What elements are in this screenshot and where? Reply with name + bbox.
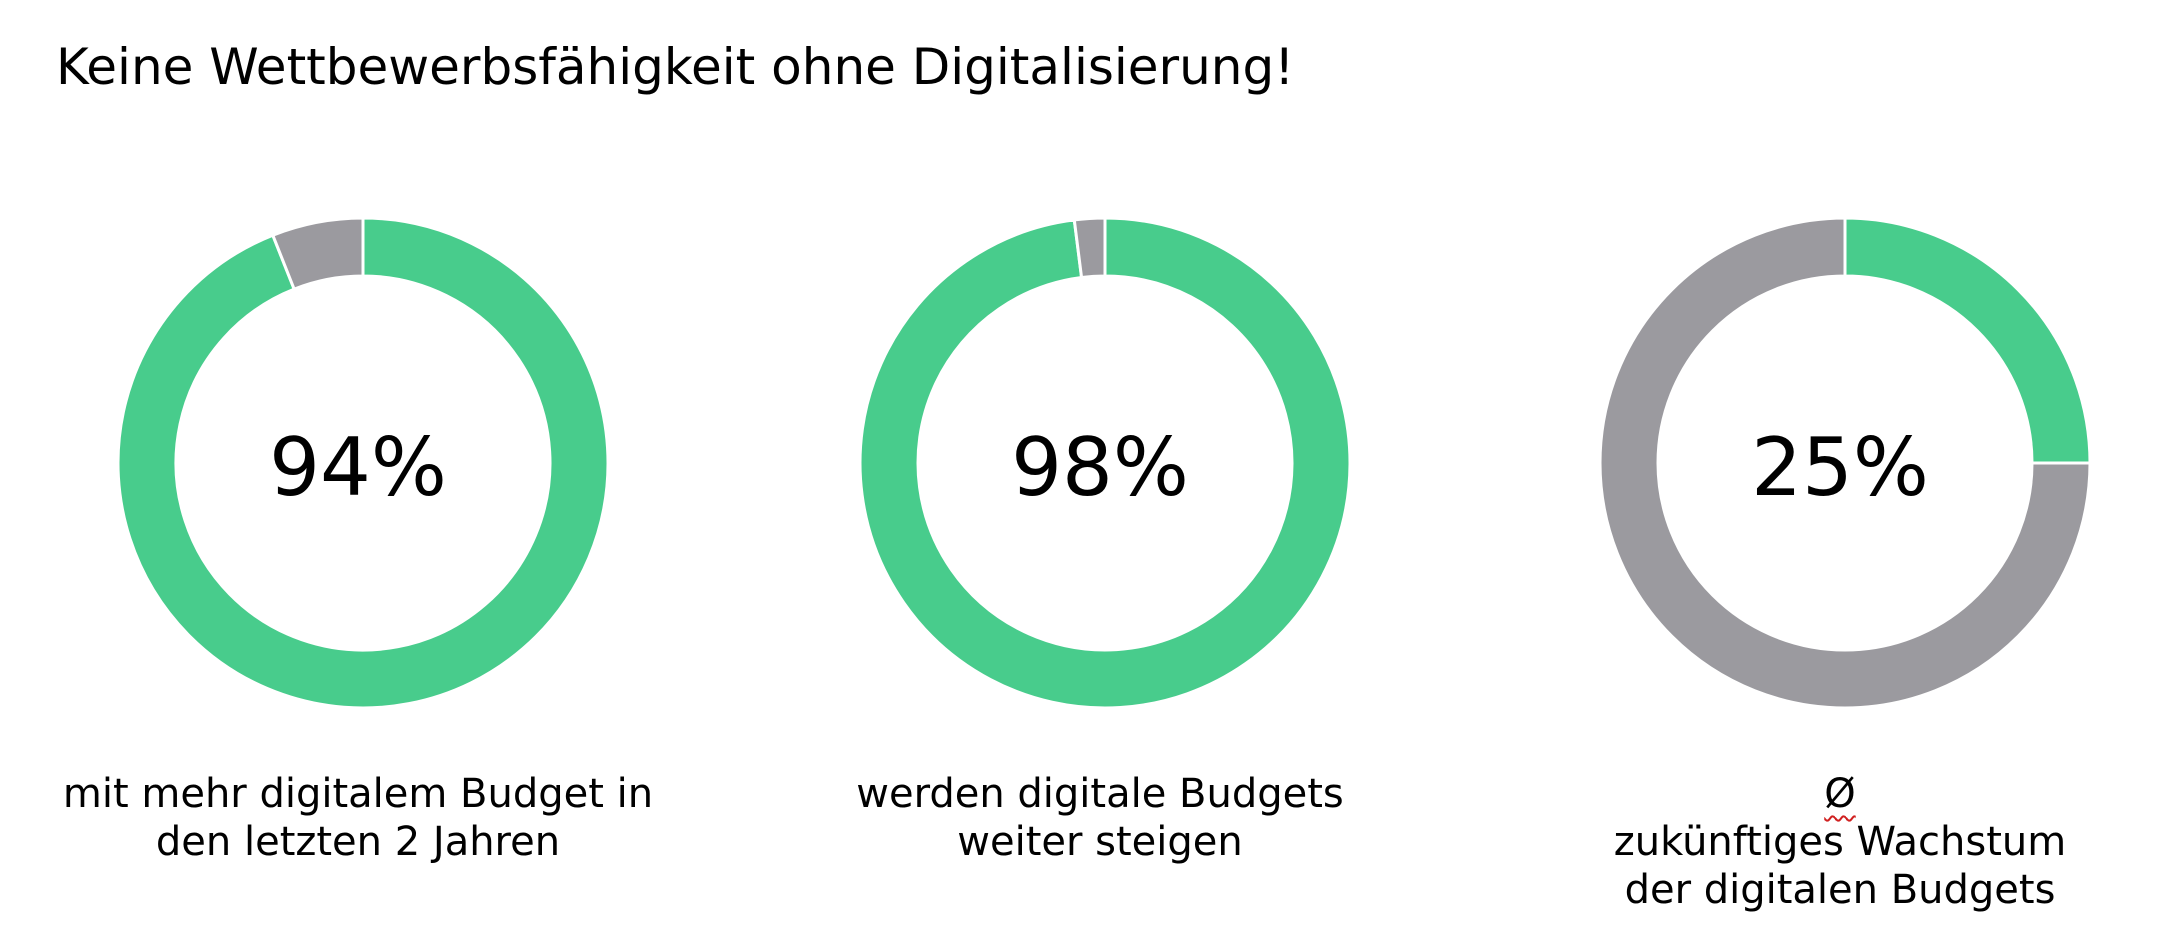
page-title: Keine Wettbewerbsfähigkeit ohne Digitali… — [56, 38, 1295, 96]
donut-slice-remainder — [1072, 218, 1107, 280]
donut-panel-1: 94% mit mehr digitalem Budget in den let… — [28, 0, 688, 938]
caption-line: werden digitale Budgets — [856, 771, 1344, 817]
caption-line: Ø zukünftiges Wachstum — [1510, 770, 2170, 866]
donut-panel-3: 25% Ø zukünftiges Wachstum der digitalen… — [1510, 0, 2170, 938]
donut-caption: Ø zukünftiges Wachstum der digitalen Bud… — [1510, 770, 2170, 914]
caption-line: mit mehr digitalem Budget in — [62, 771, 654, 817]
donut-chart-3 — [1600, 218, 2090, 708]
donut-panel-2: 98% werden digitale Budgets weiter steig… — [770, 0, 1430, 938]
donut-slice-primary — [860, 218, 1350, 708]
center-value-label: 25% — [1751, 421, 1929, 514]
caption-line: der digitalen Budgets — [1624, 867, 2056, 913]
donut-svg-1 — [118, 218, 608, 708]
caption-text: zukünftiges Wachstum — [1613, 819, 2067, 865]
donut-slice-primary — [118, 218, 608, 708]
donut-caption: mit mehr digitalem Budget in den letzten… — [28, 770, 688, 866]
donut-slice-remainder — [270, 218, 365, 292]
donut-chart-2 — [860, 218, 1350, 708]
center-value-label: 94% — [269, 421, 447, 514]
donut-chart-1 — [118, 218, 608, 708]
caption-line: weiter steigen — [957, 819, 1243, 865]
center-value-label: 98% — [1011, 421, 1189, 514]
donut-svg-3 — [1600, 218, 2090, 708]
donut-caption: werden digitale Budgets weiter steigen — [770, 770, 1430, 866]
donut-slice-remainder — [1600, 218, 2090, 708]
caption-line: den letzten 2 Jahren — [155, 819, 561, 865]
donut-svg-2 — [860, 218, 1350, 708]
average-symbol: Ø — [1824, 771, 1856, 817]
